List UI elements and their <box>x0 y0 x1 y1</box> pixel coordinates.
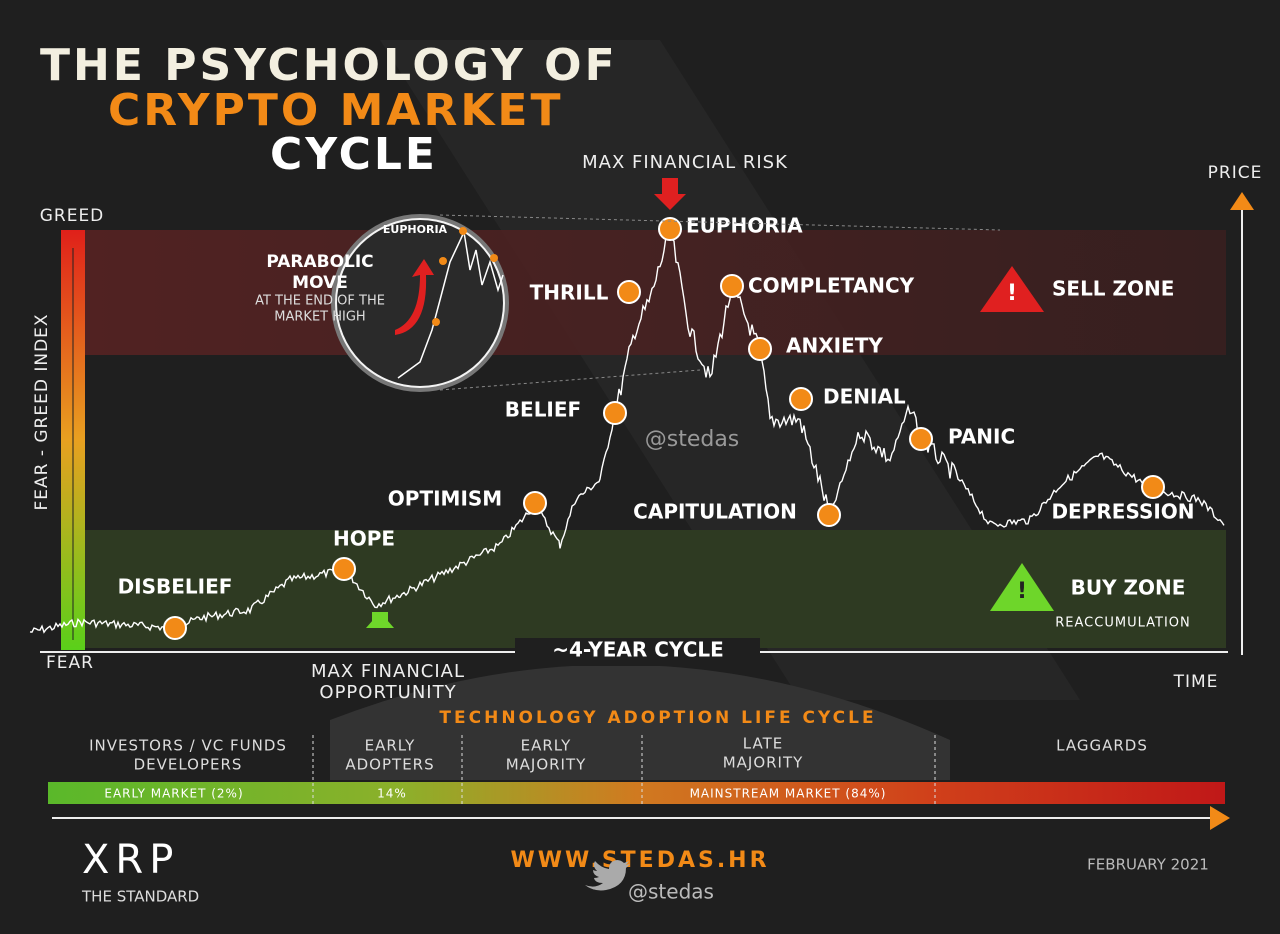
stage-label: DISBELIEF <box>118 575 233 599</box>
group-label: LATE <box>743 735 783 753</box>
buy-zone-label: BUY ZONE <box>1071 576 1186 600</box>
adoption-groups: INVESTORS / VC FUNDSDEVELOPERSEARLYADOPT… <box>89 735 1148 774</box>
stage-dot <box>720 274 744 298</box>
inset-title: MOVE <box>292 273 348 293</box>
inset-text: MARKET HIGH <box>274 310 365 325</box>
price-curve-group: DISBELIEF HOPE OPTIMISM BELIEF THRILL EUPHORI… <box>29 214 1225 640</box>
max-risk: MAX FINANCIAL RISK <box>582 152 788 173</box>
group-label: LAGGARDS <box>1056 737 1148 755</box>
max-opportunity: MAX FINANCIAL <box>311 661 465 682</box>
sell-warning-icon <box>980 266 1044 312</box>
group-label: EARLY <box>365 737 416 755</box>
stage-label: EUPHORIA <box>686 214 803 238</box>
group-label: MAJORITY <box>723 754 804 772</box>
inset-connectors <box>439 214 1001 391</box>
tagline: THE STANDARD <box>81 888 199 906</box>
adoption-bar <box>48 782 1225 804</box>
stage-dot <box>1141 475 1165 499</box>
stage-label: DEPRESSION <box>1051 500 1194 524</box>
stage-dot <box>658 217 682 241</box>
stage-label: THRILL <box>530 281 609 305</box>
title-line: CYCLE <box>270 129 438 180</box>
stage-label: BELIEF <box>505 398 581 422</box>
warning-mark: ! <box>1007 281 1017 306</box>
fear-label: FEAR <box>46 653 94 673</box>
stage-label: COMPLETANCY <box>748 274 915 298</box>
group-label: EARLY <box>521 737 572 755</box>
stage-label: HOPE <box>333 527 395 551</box>
watermark: @stedas <box>645 427 740 452</box>
group-label: MAJORITY <box>506 756 587 774</box>
stage-dot <box>603 401 627 425</box>
stage-label: ANXIETY <box>786 334 883 358</box>
cycle-label: ~4-YEAR CYCLE <box>552 638 724 662</box>
stage-dot <box>789 387 813 411</box>
greed-label: GREED <box>40 206 105 226</box>
adoption-title: TECHNOLOGY ADOPTION LIFE CYCLE <box>439 708 876 728</box>
title-line: CRYPTO MARKET <box>108 85 564 136</box>
risk-arrow <box>654 178 686 210</box>
inset-text: AT THE END OF THE <box>255 294 385 309</box>
stage-dot <box>817 503 841 527</box>
stage-label: DENIAL <box>823 385 906 409</box>
brand: XRP <box>82 837 179 883</box>
bell-curve <box>330 664 950 780</box>
inset-dot <box>432 318 440 326</box>
parabolic-arrow <box>395 259 434 335</box>
group-label: ADOPTERS <box>345 756 434 774</box>
stage-dot <box>617 280 641 304</box>
inset-dot <box>439 257 447 265</box>
axis-arrow <box>1210 806 1230 830</box>
bar-label: EARLY MARKET (2%) <box>104 787 243 801</box>
buy-zone-subtitle: REACCUMULATION <box>1055 616 1190 631</box>
date: FEBRUARY 2021 <box>1087 856 1209 874</box>
index-label: FEAR - GREED INDEX <box>32 313 52 510</box>
group-label: DEVELOPERS <box>134 756 243 774</box>
warning-mark: ! <box>1017 579 1027 604</box>
time-axis-label: TIME <box>1173 672 1219 692</box>
url: WWW.STEDAS.HR <box>510 848 769 873</box>
opportunity-arrow <box>366 612 394 628</box>
stage-label: OPTIMISM <box>388 487 502 511</box>
stage-dot <box>909 427 933 451</box>
twitter-icon <box>585 860 630 891</box>
price-axis-label: PRICE <box>1208 163 1263 183</box>
group-label: INVESTORS / VC FUNDS <box>89 737 287 755</box>
inset-dot <box>459 227 467 235</box>
bar-label: 14% <box>377 787 407 801</box>
stage-dot <box>523 491 547 515</box>
buy-warning-icon <box>990 563 1054 611</box>
handle: @stedas <box>628 880 714 904</box>
sell-zone-label: SELL ZONE <box>1052 277 1174 301</box>
stage-label: PANIC <box>948 425 1015 449</box>
stage-label: CAPITULATION <box>633 500 797 524</box>
sell-zone-band <box>84 230 1226 355</box>
axis-arrow <box>1230 192 1254 210</box>
title-line: THE PSYCHOLOGY OF <box>40 40 618 91</box>
stage-dot <box>748 337 772 361</box>
cycle-bg <box>515 638 760 666</box>
bar-label: MAINSTREAM MARKET (84%) <box>690 787 887 801</box>
max-opportunity: OPPORTUNITY <box>319 682 456 703</box>
stage-dot <box>163 616 187 640</box>
stage-dot <box>332 557 356 581</box>
price-curve <box>29 226 1225 634</box>
inset-title: PARABOLIC <box>266 252 373 272</box>
inset-dot <box>490 254 498 262</box>
inset-label: EUPHORIA <box>383 223 448 236</box>
